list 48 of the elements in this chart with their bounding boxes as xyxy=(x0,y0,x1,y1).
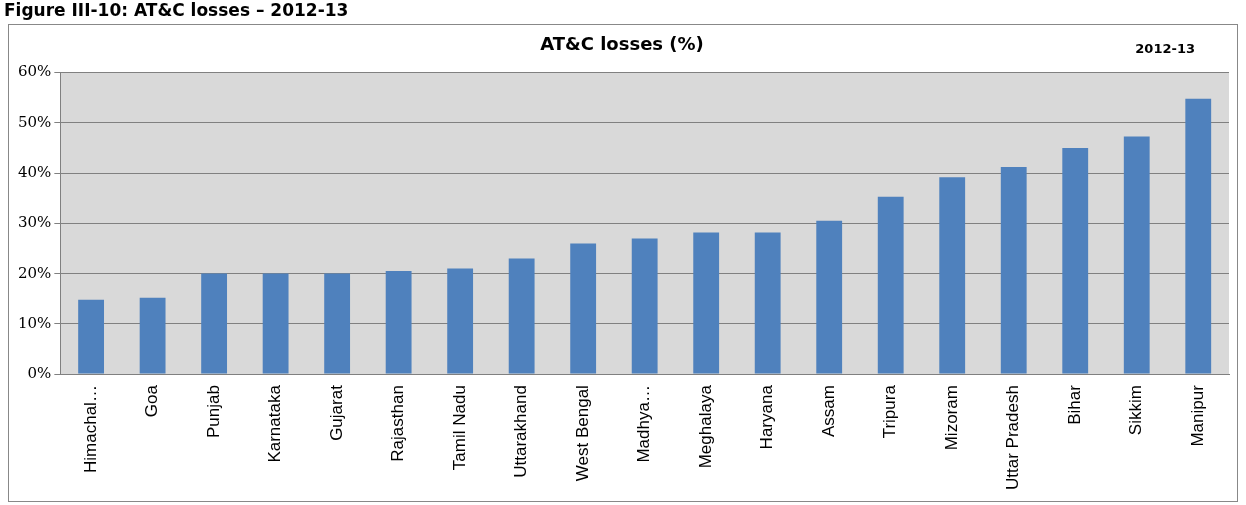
bar xyxy=(508,258,535,374)
x-tick-label: Tamil Nadu xyxy=(449,385,469,471)
x-tick-label: Karnataka xyxy=(265,384,285,463)
y-tick-label: 60% xyxy=(18,62,52,81)
x-tick-label: Manipur xyxy=(1187,384,1207,447)
x-tick-label: Meghalaya xyxy=(695,384,715,469)
bar xyxy=(816,220,843,374)
bar xyxy=(78,299,105,374)
bar xyxy=(877,196,904,374)
bar xyxy=(631,238,658,374)
x-tick-label: Goa xyxy=(142,384,162,418)
y-tick-label: 0% xyxy=(27,364,52,383)
x-tick-label: Mizoram xyxy=(941,385,961,451)
chart-title: AT&C losses (%) xyxy=(540,33,704,55)
x-tick-label: Assam xyxy=(818,385,838,438)
bar xyxy=(693,232,720,374)
bar xyxy=(570,243,597,374)
bar xyxy=(939,177,966,374)
x-tick-label: Haryana xyxy=(757,384,777,450)
bar xyxy=(447,268,474,374)
y-tick-label: 10% xyxy=(18,313,52,332)
bar xyxy=(201,273,228,374)
x-tick-label: West Bengal xyxy=(572,385,592,482)
bar xyxy=(1123,136,1150,374)
text: 2012-13 xyxy=(1135,41,1195,56)
x-tick-label: Tripura xyxy=(880,384,900,439)
bar xyxy=(139,297,166,374)
bar xyxy=(262,273,289,374)
x-tick-label: Gujarat xyxy=(326,384,346,441)
x-tick-label: Uttarakhand xyxy=(511,385,531,478)
y-tick-label: 50% xyxy=(18,112,52,131)
chart-subtitle: Figure III-10: AT&C losses – 2012-13 xyxy=(4,0,349,20)
x-tick-label: Bihar xyxy=(1064,384,1084,425)
y-tick-label: 40% xyxy=(18,163,52,181)
x-tick-label: Sikkim xyxy=(1126,385,1146,436)
bar xyxy=(1000,167,1027,374)
x-tick-label: Madhya… xyxy=(634,385,654,463)
x-tick-label: Rajasthan xyxy=(388,385,408,462)
x-tick-label: Himachal… xyxy=(80,385,100,473)
x-tick-label: Uttar Pradesh xyxy=(1003,385,1023,491)
bar xyxy=(754,232,781,374)
y-tick-label: 30% xyxy=(18,213,52,232)
bar xyxy=(1185,98,1212,374)
bar xyxy=(324,273,351,374)
x-tick-label: Punjab xyxy=(203,385,223,439)
bar xyxy=(1062,147,1089,374)
bar xyxy=(385,271,412,374)
y-tick-label: 20% xyxy=(18,263,52,282)
